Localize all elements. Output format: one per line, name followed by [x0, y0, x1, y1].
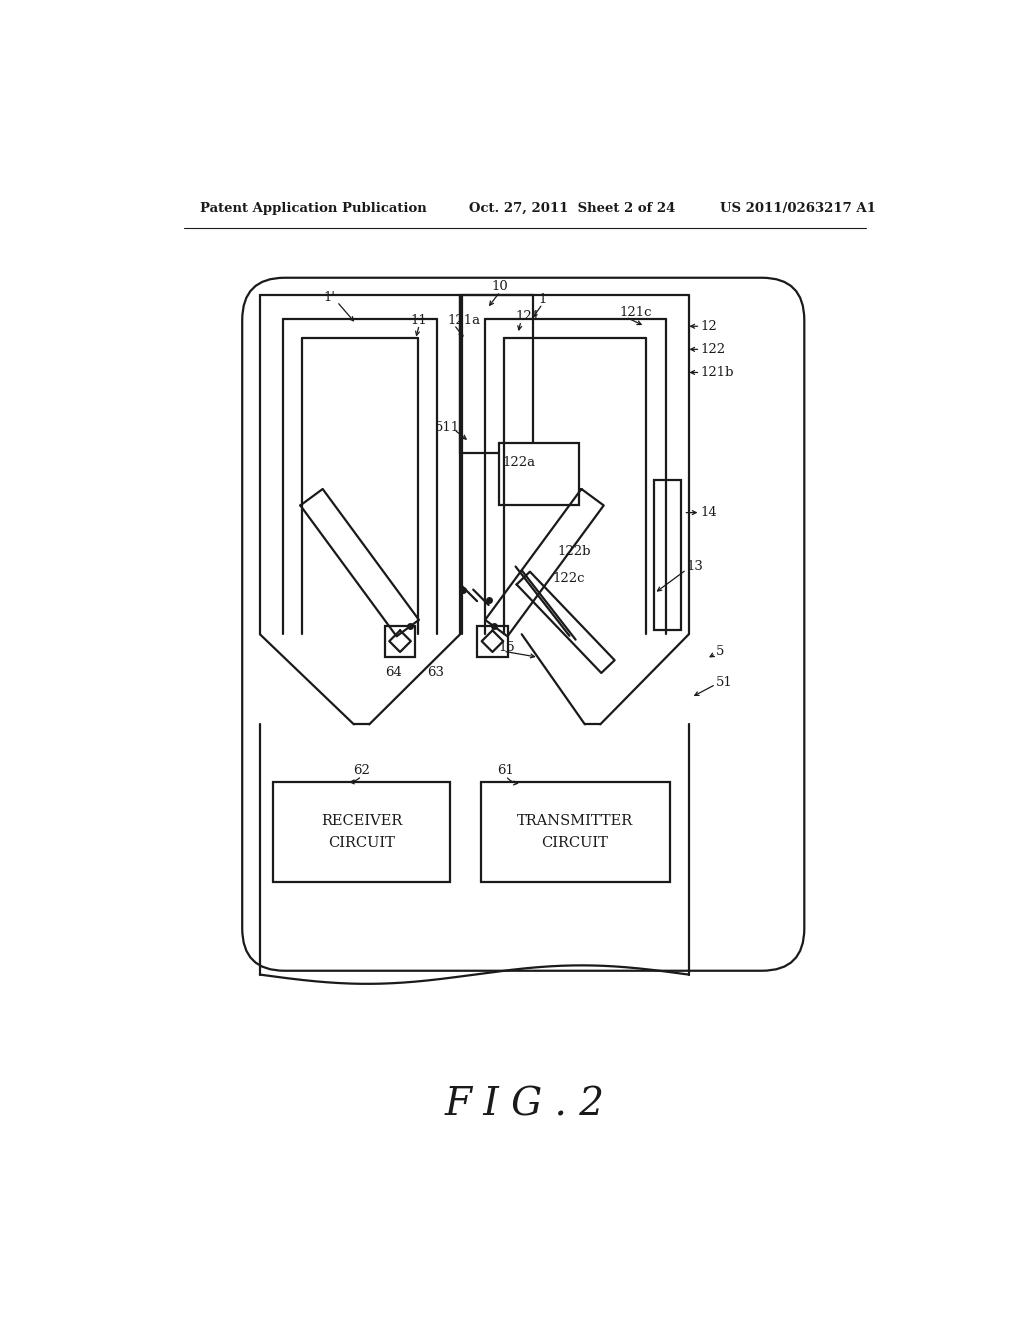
Text: 121: 121 — [515, 310, 541, 323]
Text: Patent Application Publication: Patent Application Publication — [200, 202, 427, 215]
Text: 122: 122 — [700, 343, 725, 356]
Text: 15: 15 — [499, 640, 515, 653]
Text: 63: 63 — [427, 667, 444, 680]
Text: Oct. 27, 2011  Sheet 2 of 24: Oct. 27, 2011 Sheet 2 of 24 — [469, 202, 676, 215]
FancyBboxPatch shape — [243, 277, 804, 970]
Text: CIRCUIT: CIRCUIT — [328, 836, 395, 850]
Text: 121b: 121b — [700, 366, 734, 379]
Text: 1: 1 — [539, 293, 547, 306]
Text: 62: 62 — [353, 764, 370, 777]
Text: 122a: 122a — [503, 455, 536, 469]
Text: 12: 12 — [700, 319, 717, 333]
Text: 511: 511 — [435, 421, 460, 434]
Text: F I G . 2: F I G . 2 — [444, 1086, 605, 1125]
Text: 121c: 121c — [620, 306, 652, 319]
Text: US 2011/0263217 A1: US 2011/0263217 A1 — [720, 202, 876, 215]
Text: 122b: 122b — [558, 545, 592, 557]
Text: 1': 1' — [324, 290, 335, 304]
Bar — [654, 480, 681, 631]
Bar — [481, 781, 670, 882]
Bar — [460, 296, 534, 453]
Text: 5: 5 — [716, 644, 724, 657]
Text: 121a: 121a — [447, 314, 481, 326]
Bar — [499, 444, 580, 506]
Text: CIRCUIT: CIRCUIT — [542, 836, 608, 850]
Text: 51: 51 — [716, 676, 732, 689]
Bar — [273, 781, 451, 882]
Text: 61: 61 — [497, 764, 514, 777]
Text: RECEIVER: RECEIVER — [321, 814, 402, 829]
Bar — [477, 626, 508, 656]
Text: 122c: 122c — [553, 572, 585, 585]
Text: 11: 11 — [411, 314, 428, 326]
Bar — [385, 626, 416, 656]
Text: TRANSMITTER: TRANSMITTER — [517, 814, 633, 829]
Text: 14: 14 — [700, 506, 717, 519]
Text: 10: 10 — [492, 280, 509, 293]
Text: 13: 13 — [686, 560, 703, 573]
Text: 64: 64 — [385, 667, 402, 680]
